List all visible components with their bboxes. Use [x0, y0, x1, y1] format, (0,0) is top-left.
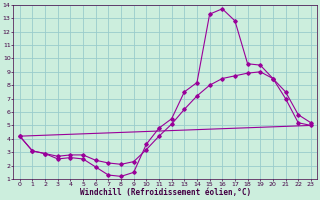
X-axis label: Windchill (Refroidissement éolien,°C): Windchill (Refroidissement éolien,°C) — [80, 188, 251, 197]
